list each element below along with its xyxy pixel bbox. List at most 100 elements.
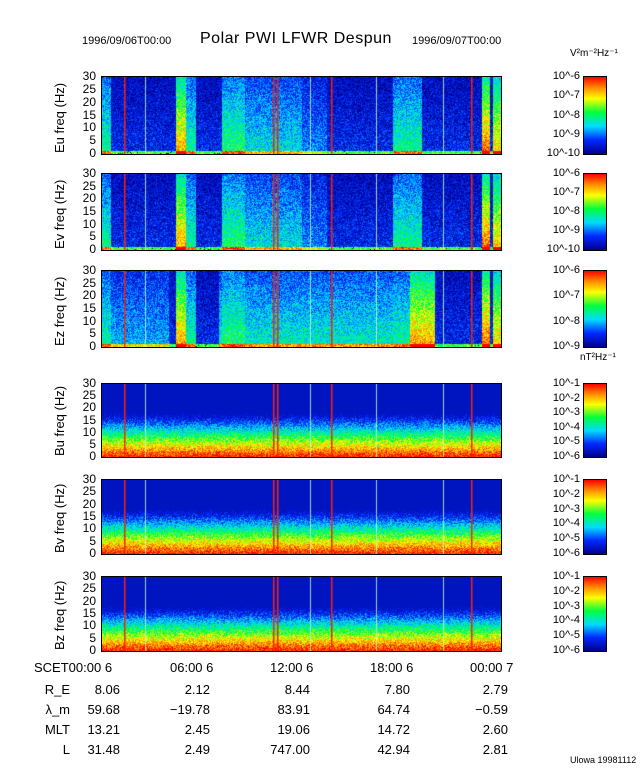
figure-title: Polar PWI LFWR Despun: [200, 30, 392, 47]
y-tick-label: 20: [82, 496, 96, 511]
y-tick-label: 15: [82, 606, 96, 620]
y-tick-label: 0: [89, 643, 96, 657]
y-tick-label: 20: [82, 288, 96, 303]
y-tick-label: 25: [82, 178, 96, 193]
ephemeris-value: 7.80: [384, 682, 410, 697]
colorbar-ev: [583, 173, 607, 251]
y-tick-label: 25: [82, 484, 96, 499]
y-axis-label-ez: Ez freq (Hz): [52, 276, 67, 346]
time-label-0: SCET00:00 6: [34, 660, 113, 675]
y-tick-label: 20: [82, 191, 96, 206]
colorbar-label: 10^-6: [552, 450, 580, 462]
start-date: 1996/09/06T00:00: [82, 35, 172, 47]
ephemeris-value: 64.74: [377, 702, 410, 717]
y-tick-label: 0: [89, 146, 96, 160]
ephemeris-value: 8.44: [284, 682, 310, 697]
time-label-1: 06:00 6: [170, 660, 214, 675]
colorbar-label: 10^-6: [552, 547, 580, 559]
y-tick-label: 15: [82, 107, 96, 122]
colorbar-label: 10^-10: [546, 243, 580, 255]
y-tick-label: 10: [82, 313, 96, 328]
y-tick-label: 10: [82, 521, 96, 536]
spectrogram-canvas-bv: [102, 480, 501, 554]
spectrogram-canvas-eu: [102, 77, 501, 154]
colorbar-label: 10^-7: [552, 289, 580, 302]
colorbar-label: 10^-9: [552, 340, 580, 352]
spectrogram-panel-bu: [101, 383, 502, 458]
spectrogram-canvas-bz: [102, 577, 501, 651]
y-tick-label: 5: [89, 533, 96, 548]
ephemeris-value: 8.06: [94, 682, 120, 697]
spectrogram-panel-ev: [101, 173, 502, 251]
y-tick-label: 30: [82, 472, 96, 486]
ephemeris-label: L: [62, 742, 70, 757]
ephemeris-value: −19.78: [169, 702, 210, 717]
colorbar-label: 10^-3: [552, 599, 580, 612]
ephemeris-label: MLT: [44, 722, 70, 737]
y-tick-label: 25: [82, 81, 96, 96]
spectrogram-canvas-ez: [102, 271, 501, 347]
ephemeris-label: R_E: [44, 682, 70, 697]
time-label-4: 00:00 7: [470, 660, 514, 675]
y-axis-label-ev: Ev freq (Hz): [52, 179, 67, 249]
colorbar-label: 10^-1: [552, 377, 580, 389]
colorbar-label: 10^-8: [552, 314, 580, 327]
colorbar-label: 10^-6: [552, 167, 580, 179]
y-tick-label: 5: [89, 326, 96, 341]
y-tick-label: 0: [89, 546, 96, 560]
ephemeris-value: 14.72: [377, 722, 410, 737]
y-tick-label: 30: [82, 166, 96, 180]
colorbar-label: 10^-9: [552, 224, 580, 236]
colorbar-label: 10^-7: [552, 186, 580, 198]
ephemeris-value: 747.00: [270, 742, 310, 757]
y-tick-label: 10: [82, 618, 96, 633]
ephemeris-value: 19.06: [277, 722, 310, 737]
colorbar-label: 10^-3: [552, 502, 580, 515]
y-tick-label: 0: [89, 339, 96, 353]
colorbar-label: 10^-2: [552, 584, 580, 597]
ephemeris-value: 2.12: [184, 682, 210, 697]
spectrogram-panel-bz: [101, 576, 502, 652]
end-date: 1996/09/07T00:00: [412, 35, 502, 47]
colorbar-bv: [583, 479, 607, 555]
spectrogram-canvas-ev: [102, 174, 501, 250]
ephemeris-value: 83.91: [277, 702, 310, 717]
y-tick-label: 30: [82, 569, 96, 583]
colorbar-label: 10^-2: [552, 487, 580, 500]
colorbar-bz: [583, 576, 607, 652]
electric-unit-label: V²m⁻²Hz⁻¹: [570, 48, 618, 59]
colorbar-label: 10^-4: [552, 614, 580, 627]
colorbar-bu: [583, 383, 607, 458]
y-tick-label: 15: [82, 509, 96, 523]
spectrogram-panel-ez: [101, 270, 502, 348]
ephemeris-value: 31.48: [87, 742, 120, 757]
ephemeris-value: 42.94: [377, 742, 410, 757]
y-tick-label: 10: [82, 216, 96, 231]
spectrogram-panel-bv: [101, 479, 502, 555]
colorbar-label: 10^-6: [552, 70, 580, 82]
ephemeris-value: 2.60: [482, 722, 508, 737]
y-axis-label-eu: Eu freq (Hz): [52, 82, 67, 153]
ephemeris-value: 59.68: [87, 702, 120, 717]
colorbar-label: 10^-8: [552, 108, 580, 121]
ephemeris-value: 2.45: [184, 722, 210, 737]
y-axis-label-bu: Bu freq (Hz): [52, 385, 67, 456]
y-tick-label: 10: [82, 424, 96, 439]
colorbar-label: 10^-4: [552, 517, 580, 530]
colorbar-label: 10^-6: [552, 644, 580, 656]
colorbar-label: 10^-3: [552, 406, 580, 419]
y-tick-label: 25: [82, 388, 96, 403]
ephemeris-value: 2.79: [482, 682, 508, 697]
colorbar-label: 10^-5: [552, 435, 580, 448]
spectrogram-canvas-bu: [102, 384, 501, 457]
y-tick-label: 30: [82, 376, 96, 390]
y-tick-label: 5: [89, 630, 96, 645]
colorbar-label: 10^-1: [552, 473, 580, 485]
y-tick-label: 25: [82, 275, 96, 290]
colorbar-eu: [583, 76, 607, 155]
spectrogram-panel-eu: [101, 76, 502, 155]
y-axis-label-bz: Bz freq (Hz): [52, 580, 67, 650]
colorbar-label: 10^-4: [552, 420, 580, 433]
colorbar-label: 10^-8: [552, 205, 580, 217]
y-tick-label: 0: [89, 242, 96, 256]
